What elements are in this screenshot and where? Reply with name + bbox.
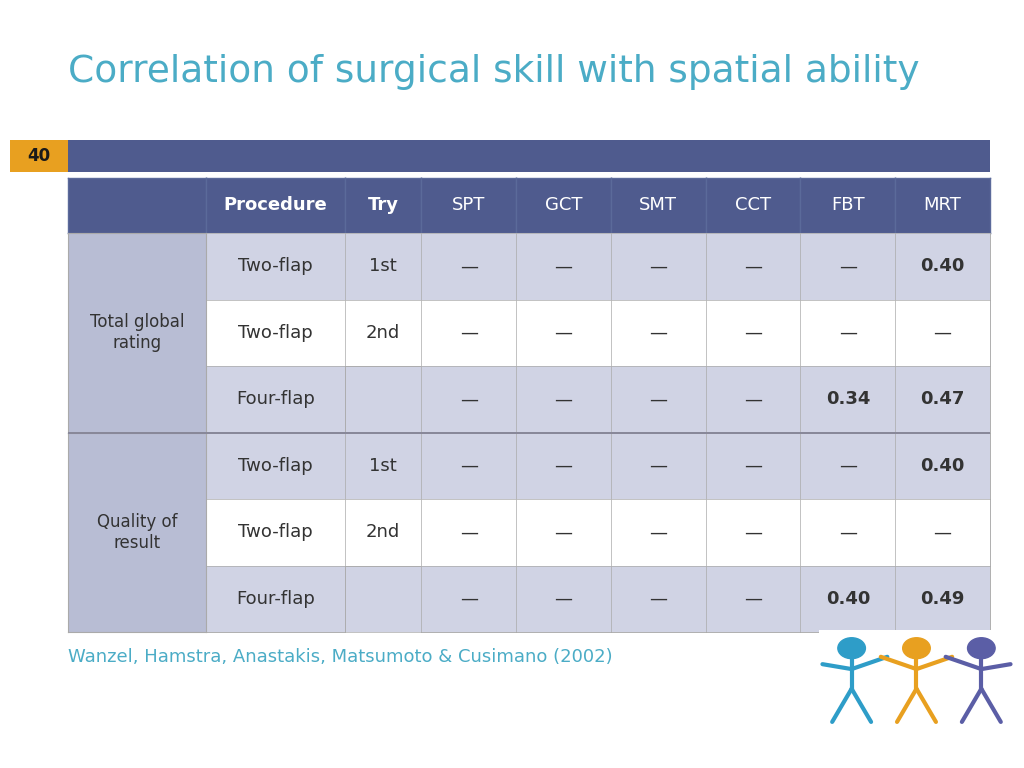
Text: —: — bbox=[744, 457, 762, 475]
Text: —: — bbox=[649, 390, 668, 409]
Text: —: — bbox=[555, 390, 572, 409]
Text: 40: 40 bbox=[28, 147, 50, 165]
Text: —: — bbox=[934, 523, 951, 541]
Text: —: — bbox=[555, 523, 572, 541]
Text: FBT: FBT bbox=[831, 197, 864, 214]
Text: —: — bbox=[555, 457, 572, 475]
Text: SPT: SPT bbox=[453, 197, 485, 214]
Text: Try: Try bbox=[368, 197, 398, 214]
Text: 1st: 1st bbox=[369, 257, 397, 275]
Text: —: — bbox=[649, 523, 668, 541]
Text: Correlation of surgical skill with spatial ability: Correlation of surgical skill with spati… bbox=[68, 54, 920, 90]
Text: Wanzel, Hamstra, Anastakis, Matsumoto & Cusimano (2002): Wanzel, Hamstra, Anastakis, Matsumoto & … bbox=[68, 648, 612, 666]
Text: —: — bbox=[839, 324, 857, 342]
Text: —: — bbox=[839, 523, 857, 541]
Text: —: — bbox=[744, 257, 762, 275]
Text: Two-flap: Two-flap bbox=[238, 257, 312, 275]
Text: —: — bbox=[744, 590, 762, 607]
Text: Two-flap: Two-flap bbox=[238, 523, 312, 541]
Text: 2nd: 2nd bbox=[366, 523, 400, 541]
Text: —: — bbox=[839, 257, 857, 275]
Text: —: — bbox=[555, 324, 572, 342]
Text: 0.40: 0.40 bbox=[921, 257, 965, 275]
Text: Four-flap: Four-flap bbox=[236, 390, 315, 409]
Text: Two-flap: Two-flap bbox=[238, 457, 312, 475]
Text: —: — bbox=[460, 590, 478, 607]
Text: MRT: MRT bbox=[924, 197, 962, 214]
Text: —: — bbox=[460, 457, 478, 475]
Text: 0.34: 0.34 bbox=[825, 390, 870, 409]
Text: —: — bbox=[649, 590, 668, 607]
Circle shape bbox=[838, 637, 865, 659]
Text: 2nd: 2nd bbox=[366, 324, 400, 342]
Text: —: — bbox=[744, 523, 762, 541]
Text: Quality of
result: Quality of result bbox=[97, 513, 177, 551]
Text: —: — bbox=[934, 324, 951, 342]
Text: —: — bbox=[744, 324, 762, 342]
Text: —: — bbox=[649, 457, 668, 475]
Text: 0.47: 0.47 bbox=[921, 390, 965, 409]
Text: GCT: GCT bbox=[545, 197, 583, 214]
Text: Procedure: Procedure bbox=[223, 197, 328, 214]
Circle shape bbox=[968, 637, 995, 659]
Text: —: — bbox=[555, 590, 572, 607]
Text: 0.40: 0.40 bbox=[921, 457, 965, 475]
Text: Two-flap: Two-flap bbox=[238, 324, 312, 342]
Text: —: — bbox=[460, 324, 478, 342]
Text: 0.40: 0.40 bbox=[825, 590, 870, 607]
Text: CCT: CCT bbox=[735, 197, 771, 214]
Text: —: — bbox=[649, 257, 668, 275]
Text: —: — bbox=[460, 523, 478, 541]
Text: —: — bbox=[839, 457, 857, 475]
Text: —: — bbox=[649, 324, 668, 342]
Circle shape bbox=[903, 637, 930, 659]
Text: —: — bbox=[555, 257, 572, 275]
Text: —: — bbox=[744, 390, 762, 409]
Text: Four-flap: Four-flap bbox=[236, 590, 315, 607]
Text: Total global
rating: Total global rating bbox=[90, 313, 184, 353]
Text: 1st: 1st bbox=[369, 457, 397, 475]
Text: SMT: SMT bbox=[639, 197, 677, 214]
Text: 0.49: 0.49 bbox=[921, 590, 965, 607]
Text: —: — bbox=[460, 390, 478, 409]
Text: —: — bbox=[460, 257, 478, 275]
